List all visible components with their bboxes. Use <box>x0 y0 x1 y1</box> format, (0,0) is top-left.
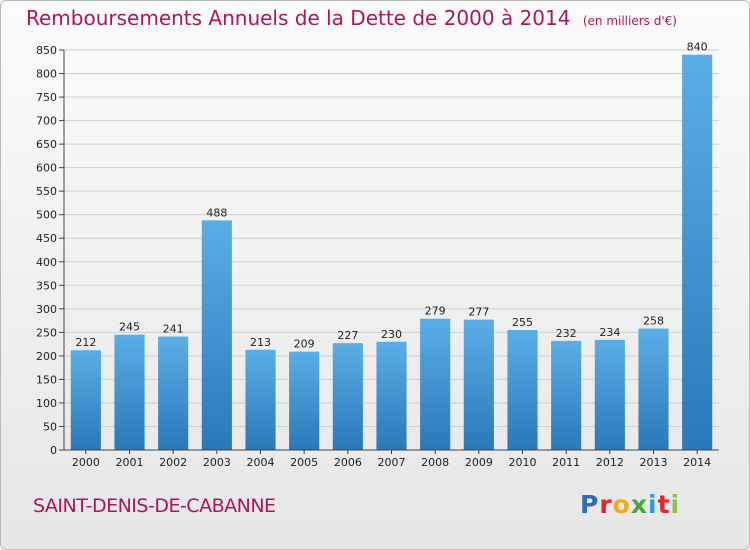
value-label: 213 <box>250 336 271 349</box>
value-label: 227 <box>337 329 358 342</box>
bar-2004 <box>245 349 276 450</box>
chart-title: Remboursements Annuels de la Dette de 20… <box>26 6 677 30</box>
y-tick-label: 200 <box>36 350 57 363</box>
x-tick-label: 2011 <box>552 456 580 469</box>
commune-name: SAINT-DENIS-DE-CABANNE <box>33 495 276 517</box>
x-tick-label: 2002 <box>159 456 187 469</box>
logo-letter: t <box>657 490 671 519</box>
y-axis: 0 50 100 150 200 250 300 350 400 450 500 550 600 650 7… <box>36 44 65 457</box>
value-label: 488 <box>206 206 227 219</box>
y-tick-label: 850 <box>36 44 57 57</box>
logo-letter: x <box>630 490 648 519</box>
value-label: 241 <box>163 323 184 336</box>
value-label: 230 <box>381 328 402 341</box>
x-tick-label: 2007 <box>378 456 406 469</box>
logo-letter: P <box>580 490 600 519</box>
y-tick-label: 250 <box>36 326 57 339</box>
bar-2012 <box>594 339 625 450</box>
y-tick-label: 100 <box>36 397 57 410</box>
x-tick-label: 2014 <box>683 456 711 469</box>
y-tick-label: 500 <box>36 209 57 222</box>
bars <box>70 54 713 451</box>
x-tick-label: 2001 <box>116 456 144 469</box>
y-tick-label: 650 <box>36 138 57 151</box>
value-label: 279 <box>425 305 446 318</box>
logo-letter: i <box>648 490 658 519</box>
x-tick-label: 2006 <box>334 456 362 469</box>
x-tick-label: 2000 <box>72 456 100 469</box>
title-unit: (en milliers d'€) <box>582 14 677 28</box>
bar-2001 <box>114 334 145 450</box>
bar-2000 <box>70 350 101 450</box>
bar-2007 <box>376 341 407 450</box>
x-tick-label: 2004 <box>247 456 275 469</box>
y-tick-label: 550 <box>36 185 57 198</box>
x-tick-label: 2003 <box>203 456 231 469</box>
y-tick-label: 800 <box>36 68 57 81</box>
x-axis: 2000 2001 2002 2003 2004 2005 2006 2007 2008 2009… <box>64 449 719 469</box>
bar-2002 <box>158 336 189 450</box>
bar-2009 <box>463 319 494 450</box>
proxiti-logo: Proxiti <box>580 490 680 519</box>
x-tick-label: 2008 <box>421 456 449 469</box>
bar-2011 <box>551 340 582 450</box>
value-label: 234 <box>599 326 620 339</box>
value-label: 277 <box>468 306 489 319</box>
x-tick-label: 2009 <box>465 456 493 469</box>
bar-2008 <box>420 318 451 450</box>
value-label: 255 <box>512 316 533 329</box>
bar-2005 <box>289 351 320 450</box>
logo-letter: r <box>599 490 613 519</box>
bar-2014 <box>682 54 713 451</box>
bar-2010 <box>507 330 538 450</box>
x-tick-label: 2010 <box>509 456 537 469</box>
x-tick-label: 2013 <box>640 456 668 469</box>
y-tick-label: 750 <box>36 91 57 104</box>
logo-letter: o <box>612 490 631 519</box>
y-tick-label: 600 <box>36 162 57 175</box>
value-label: 212 <box>75 336 96 349</box>
y-tick-label: 350 <box>36 279 57 292</box>
y-tick-label: 50 <box>43 420 57 433</box>
bar-2003 <box>201 220 232 450</box>
y-tick-label: 150 <box>36 373 57 386</box>
x-tick-label: 2005 <box>290 456 318 469</box>
value-label: 245 <box>119 321 140 334</box>
bar-2006 <box>332 343 363 450</box>
logo-letter: i <box>670 490 681 519</box>
x-tick-label: 2012 <box>596 456 624 469</box>
y-tick-label: 0 <box>50 444 57 457</box>
y-tick-label: 300 <box>36 303 57 316</box>
value-label: 258 <box>643 315 664 328</box>
value-label: 232 <box>556 327 577 340</box>
value-labels: 212 245 241 488 213 209 227 230 279 277 255 232 234 2… <box>75 41 707 351</box>
title-text: Remboursements Annuels de la Dette de 20… <box>26 6 571 30</box>
value-label: 209 <box>294 338 315 351</box>
value-label: 840 <box>687 41 708 54</box>
bar-2013 <box>638 328 669 450</box>
y-tick-label: 450 <box>36 232 57 245</box>
y-tick-label: 400 <box>36 256 57 269</box>
y-tick-label: 700 <box>36 115 57 128</box>
